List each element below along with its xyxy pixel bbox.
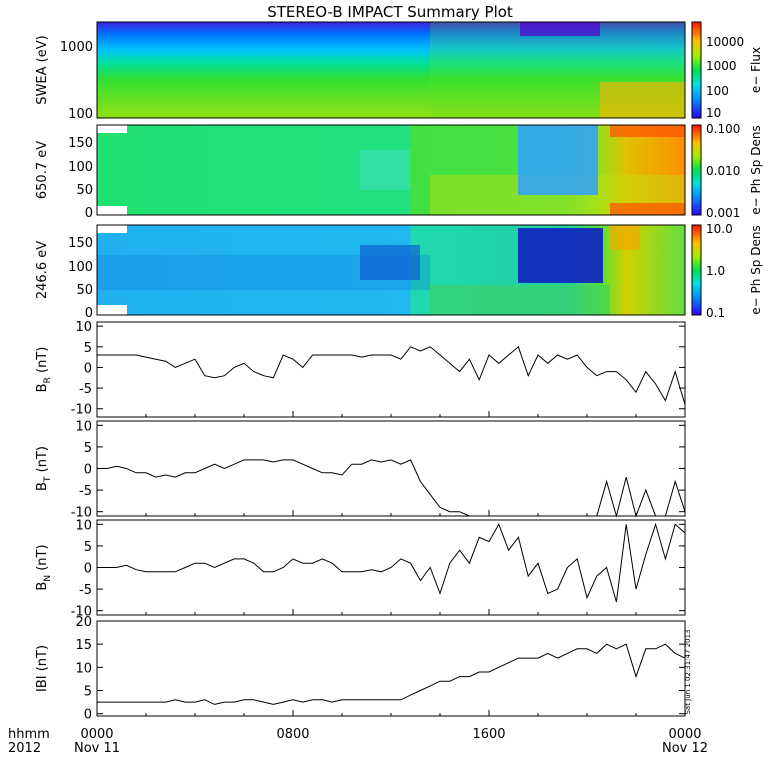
pad-246-hot <box>610 225 640 250</box>
pad-246-low-band <box>430 285 610 315</box>
br-series-line <box>97 345 686 405</box>
swea-cbar-tick-10000: 10000 <box>706 35 744 49</box>
pad-650-ylabel: 650.7 eV <box>35 141 50 199</box>
pad-246-depletion <box>518 228 603 283</box>
pad-650-colorbar <box>691 124 702 216</box>
pad-650-ytick-100: 100 <box>68 160 93 175</box>
x-tick-hhmm-2: 1600 <box>472 727 505 742</box>
pad-650-ytick-50: 50 <box>76 183 93 198</box>
br-ytick-label-1: -5 <box>79 382 92 397</box>
x-tick-hhmm-0: 0000 <box>80 727 113 742</box>
swea-top-band <box>520 22 600 36</box>
bmag-ylabel: IBI (nT) <box>35 645 50 692</box>
x-tick-hhmm-3: 0000 <box>668 727 701 742</box>
swea-cbar-label: e− Flux <box>749 47 763 93</box>
bn-panel: -10 -5 0 5 10 BN (nT) <box>35 518 686 620</box>
x-tick-date-3: Nov 12 <box>662 741 708 756</box>
plot-title: STEREO-B IMPACT Summary Plot <box>267 3 513 21</box>
pad-246-mid-patch <box>360 245 420 280</box>
pad-650-depletion <box>518 125 598 195</box>
bmag-ytick-label-4: 20 <box>75 615 92 630</box>
pad-246-frame <box>96 224 686 316</box>
bn-series-line <box>97 522 686 603</box>
bt-series-line <box>97 459 686 518</box>
bn-ytick-label-2: 0 <box>84 562 92 577</box>
pad-650-mid-patch <box>360 150 410 190</box>
x-axis-labels: hhmm 2012 0000 Nov 11 0800 1600 0000 Nov… <box>8 727 708 756</box>
bmag-panel: 0 5 10 15 20 IBI (nT) <box>35 615 686 723</box>
swea-hot-patch <box>600 82 685 118</box>
side-timestamp: Sat Jun 1 02:31:47 2013 <box>684 629 692 714</box>
pad-246-cbar-tick-0: 0.1 <box>706 306 725 320</box>
bmag-ytick-label-2: 10 <box>75 661 92 676</box>
bt-ylabel: BT (nT) <box>35 446 53 491</box>
bn-ytick-label-0: -10 <box>71 605 92 620</box>
swea-colorbar <box>691 21 702 119</box>
x-tick-hhmm-1: 0800 <box>276 727 309 742</box>
pad-650-cbar-label: e− Ph Sp Dens <box>749 125 763 214</box>
pad-246-gap-top <box>97 225 127 233</box>
bn-ylabel: BN (nT) <box>35 544 53 590</box>
br-ytick-label-3: 5 <box>84 341 92 356</box>
bt-frame <box>96 420 686 517</box>
pad-650-gap-top <box>97 125 127 133</box>
swea-cbar-tick-100: 100 <box>706 84 729 98</box>
br-frame <box>96 321 686 418</box>
pad-650-cbar-tick-1: 0.010 <box>706 164 740 178</box>
br-ytick-label-4: 10 <box>75 320 92 335</box>
bn-ytick-label-1: -5 <box>79 583 92 598</box>
pad-650-cbar-tick-0: 0.001 <box>706 206 740 220</box>
x-corner-label-year: 2012 <box>8 741 41 756</box>
bt-ytick-label-1: -5 <box>79 484 92 499</box>
swea-ylabel: SWEA (eV) <box>35 35 50 104</box>
bt-ytick-label-3: 5 <box>84 441 92 456</box>
bt-ytick-label-0: -10 <box>71 506 92 521</box>
bmag-ytick-label-3: 15 <box>75 638 92 653</box>
pad-246-ytick-50: 50 <box>76 283 93 298</box>
pad-650-ytick-0: 0 <box>85 206 93 221</box>
pad-650-frame <box>96 124 686 216</box>
br-ytick-label-2: 0 <box>84 361 92 376</box>
x-corner-label-hhmm: hhmm <box>8 727 50 742</box>
swea-frame <box>96 21 686 119</box>
bt-ytick-label-4: 10 <box>75 419 92 434</box>
pad-246-gap-bottom <box>97 305 127 315</box>
pad-246-cbar-tick-1: 1.0 <box>706 264 725 278</box>
br-ylabel: BR (nT) <box>35 347 53 393</box>
bmag-series-line <box>97 643 686 705</box>
bmag-ytick-label-0: 0 <box>84 708 92 723</box>
swea-cbar-tick-10: 10 <box>706 106 721 120</box>
pad-650-bottom-hot <box>610 203 685 215</box>
swea-ytick-100: 100 <box>68 107 93 122</box>
swea-spectrogram <box>97 22 685 118</box>
x-tick-date-0: Nov 11 <box>74 741 120 756</box>
br-ytick-label-0: -10 <box>71 403 92 418</box>
pad-650-ytick-150: 150 <box>68 136 93 151</box>
br-panel: -10 -5 0 5 10 BR (nT) <box>35 320 686 418</box>
pad-246-panel: 246.6 eV 0 50 100 150 0.1 1.0 10.0 e− Ph… <box>35 222 763 321</box>
pad-246-ytick-0: 0 <box>85 306 93 321</box>
pad-650-cbar-tick-2: 0.100 <box>706 122 740 136</box>
pad-246-colorbar <box>691 224 702 316</box>
swea-ytick-1000: 1000 <box>60 40 93 55</box>
swea-panel: SWEA (eV) 100 1000 10 100 1000 10000 e− … <box>35 21 763 122</box>
bt-panel: -10 -5 0 5 10 BT (nT) <box>35 419 686 521</box>
swea-cbar-tick-1000: 1000 <box>706 59 737 73</box>
pad-246-ytick-150: 150 <box>68 236 93 251</box>
pad-650-top-hot <box>610 125 685 137</box>
bn-ytick-label-4: 10 <box>75 518 92 533</box>
magnetic-field-panels: -10 -5 0 5 10 BR (nT) -10 -5 0 5 10 BT (nT) -10 -5 0 5 1… <box>35 320 686 723</box>
bt-ytick-label-2: 0 <box>84 463 92 478</box>
pad-246-ytick-100: 100 <box>68 260 93 275</box>
pad-246-cbar-tick-2: 10.0 <box>706 222 733 236</box>
pad-246-ylabel: 246.6 eV <box>35 241 50 299</box>
bn-ytick-label-3: 5 <box>84 540 92 555</box>
pad-650-gap-bottom <box>97 206 127 215</box>
pad-650-panel: 650.7 eV 0 50 100 150 0.001 0.010 0.100 … <box>35 122 763 221</box>
bmag-ytick-label-1: 5 <box>84 685 92 700</box>
pad-246-cbar-label: e− Ph Sp Dens <box>749 225 763 314</box>
